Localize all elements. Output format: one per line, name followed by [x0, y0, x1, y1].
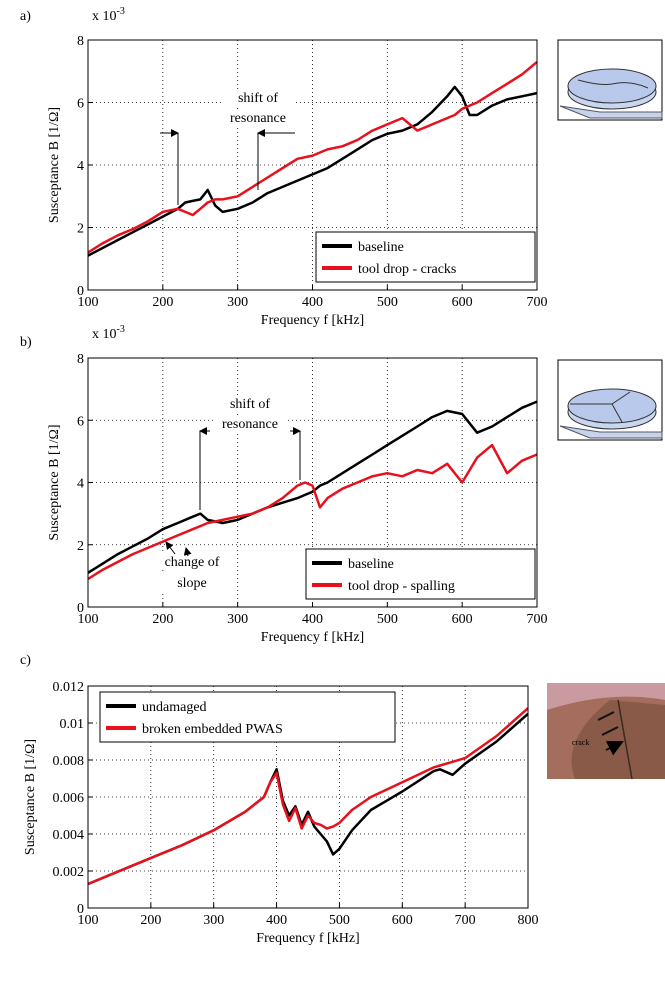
inset-photo-c [547, 683, 665, 780]
x-tick-label: 600 [392, 913, 413, 928]
y-tick-label: 0.012 [53, 680, 85, 695]
x-axis-label: Frequency f [kHz] [256, 931, 359, 946]
y-tick-label: 0 [77, 601, 84, 616]
legend-label: baseline [348, 557, 394, 572]
x-tick-label: 300 [227, 295, 248, 310]
x-tick-label: 800 [518, 913, 539, 928]
data-line [87, 400, 538, 574]
legend-label: broken embedded PWAS [142, 722, 283, 737]
x-tick-label: 100 [78, 295, 99, 310]
annotation: resonance [230, 111, 286, 126]
inset-image-a [557, 39, 663, 121]
panel-label: a) [20, 9, 31, 24]
y-axis-label: Susceptance B [1/Ω] [47, 107, 62, 223]
x-tick-label: 400 [302, 612, 323, 627]
y-tick-label: 8 [77, 352, 84, 367]
x-tick-label: 100 [78, 612, 99, 627]
legend-label: tool drop - cracks [358, 262, 456, 277]
legend-box [315, 231, 536, 283]
y-tick-label: 2 [77, 222, 84, 237]
y-scale-exp: -3 [117, 6, 125, 17]
y-axis-label: Susceptance B [1/Ω] [23, 739, 38, 855]
annotation-bg [222, 89, 294, 106]
x-tick-label: 500 [377, 295, 398, 310]
y-tick-label: 0 [77, 902, 84, 917]
y-scale-base: x 10 [92, 327, 117, 342]
y-scale-exp: -3 [117, 324, 125, 335]
x-tick-label: 400 [302, 295, 323, 310]
data-line [87, 707, 529, 886]
panel-label: b) [20, 335, 32, 350]
annotation-bg [156, 553, 228, 570]
panel: 0 0.002 0.004 0.006 0.008 0.01 0.012 100 200 300 4… [20, 653, 539, 946]
data-line [87, 60, 538, 254]
annotation-bg [222, 109, 294, 126]
x-tick-label: 600 [452, 295, 473, 310]
y-tick-label: 4 [77, 477, 84, 492]
x-tick-label: 100 [78, 913, 99, 928]
inset-label: crack [572, 738, 589, 747]
annotation: slope [177, 576, 207, 591]
y-tick-label: 6 [77, 414, 84, 429]
x-tick-label: 700 [527, 612, 548, 627]
annotation: shift of [230, 397, 270, 412]
x-tick-label: 500 [329, 913, 350, 928]
y-tick-label: 0.004 [53, 828, 85, 843]
annotation-bg [214, 395, 286, 412]
y-tick-label: 0 [77, 284, 84, 299]
axes-frame [87, 685, 529, 909]
x-tick-label: 500 [377, 612, 398, 627]
y-tick-label: 6 [77, 97, 84, 112]
annotation-bg [214, 415, 286, 432]
annotation-arrow [165, 541, 176, 555]
x-axis-label: Frequency f [kHz] [261, 630, 364, 645]
y-scale-label: x 10-3 [92, 6, 125, 24]
x-axis-label: Frequency f [kHz] [261, 313, 364, 328]
y-tick-label: 0.006 [53, 791, 85, 806]
legend-box [305, 548, 536, 600]
y-tick-label: 8 [77, 34, 84, 49]
annotation-arrow [183, 547, 192, 557]
axes-frame [87, 357, 538, 608]
legend-label: undamaged [142, 700, 207, 715]
axes-frame [87, 39, 538, 291]
y-tick-label: 4 [77, 159, 84, 174]
y-axis-label: Susceptance B [1/Ω] [47, 424, 62, 540]
annotation: change of [165, 555, 220, 570]
x-tick-label: 200 [152, 295, 173, 310]
y-tick-label: 0.01 [60, 717, 85, 732]
x-tick-label: 600 [452, 612, 473, 627]
y-scale-base: x 10 [92, 9, 117, 24]
legend-label: tool drop - spalling [348, 579, 455, 594]
y-tick-label: 0.008 [53, 754, 85, 769]
panel-label: c) [20, 653, 31, 668]
annotation: resonance [222, 417, 278, 432]
x-tick-label: 300 [203, 913, 224, 928]
panel: 0 2 4 6 8 100 200 300 400 500 600 700 a) x 10-3 Freque… [20, 6, 548, 328]
x-tick-label: 200 [140, 913, 161, 928]
y-scale-label: x 10-3 [92, 324, 125, 342]
legend-label: baseline [358, 240, 404, 255]
x-tick-label: 700 [455, 913, 476, 928]
x-tick-label: 200 [152, 612, 173, 627]
x-tick-label: 400 [266, 913, 287, 928]
inset-image-b [557, 359, 663, 441]
annotation-bg [156, 574, 228, 591]
legend-box [99, 691, 396, 743]
y-tick-label: 2 [77, 539, 84, 554]
panel: 0 2 4 6 8 100 200 300 400 500 600 700 b) x 10-3 Freque… [20, 324, 548, 645]
y-tick-label: 0.002 [53, 865, 85, 880]
annotation: shift of [238, 91, 278, 106]
x-tick-label: 700 [527, 295, 548, 310]
x-tick-label: 300 [227, 612, 248, 627]
data-line [87, 443, 538, 581]
